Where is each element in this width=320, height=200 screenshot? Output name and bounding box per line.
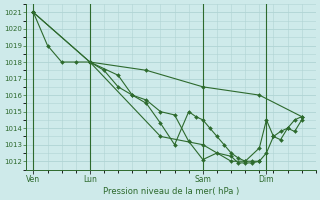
X-axis label: Pression niveau de la mer( hPa ): Pression niveau de la mer( hPa ) — [103, 187, 239, 196]
